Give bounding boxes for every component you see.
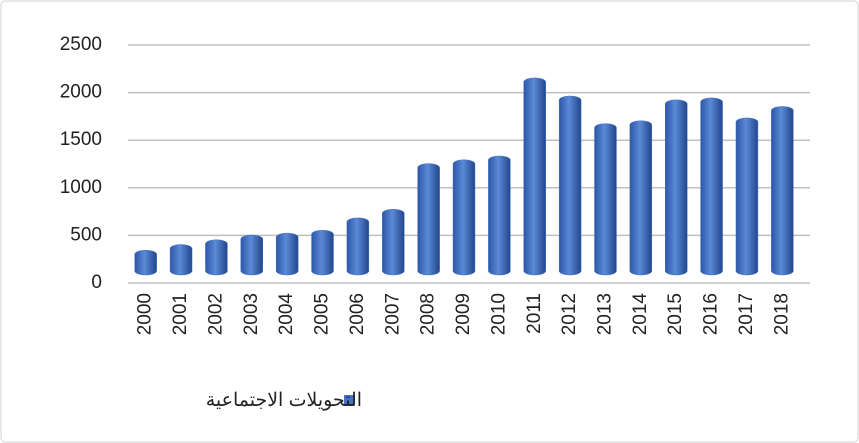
bar — [735, 117, 759, 276]
bar — [452, 159, 476, 276]
x-tick-label: 2007 — [382, 293, 403, 335]
y-tick-label: 500 — [70, 224, 102, 245]
bar — [275, 232, 299, 276]
bar — [311, 230, 334, 276]
x-tick-label: 2002 — [205, 293, 226, 335]
x-tick-label: 2012 — [559, 293, 580, 335]
bar — [664, 99, 688, 276]
x-tick-label: 2005 — [312, 293, 333, 335]
x-tick-label: 2018 — [771, 293, 792, 335]
x-tick-label: 2003 — [241, 293, 262, 335]
bar — [700, 97, 723, 276]
y-tick-label: 1000 — [60, 177, 102, 198]
bar — [523, 77, 546, 276]
x-tick-label: 2010 — [488, 293, 509, 335]
y-tick-label: 0 — [91, 272, 102, 293]
bar — [346, 217, 370, 276]
x-tick-label: 2008 — [418, 293, 439, 335]
legend-label: التحويلات الاجتماعية — [206, 390, 362, 411]
x-tick-label: 2013 — [594, 293, 615, 335]
y-tick-label: 2000 — [60, 82, 102, 103]
x-tick-label: 2015 — [665, 293, 686, 335]
x-tick-label: 2017 — [736, 293, 757, 335]
x-tick-label: 2016 — [701, 293, 722, 335]
x-tick-label: 2009 — [453, 293, 474, 335]
x-tick-label: 2006 — [347, 293, 368, 335]
x-tick-label: 2000 — [135, 293, 156, 335]
y-tick-label: 1500 — [60, 129, 102, 150]
bar — [169, 244, 193, 276]
x-tick-label: 2001 — [170, 293, 191, 335]
bar — [417, 163, 440, 276]
x-tick-label: 2004 — [276, 293, 297, 336]
bar — [488, 155, 511, 276]
bar — [558, 95, 582, 276]
bar — [205, 239, 228, 276]
legend-swatch — [344, 395, 355, 406]
y-tick-label: 2500 — [60, 34, 102, 55]
bar — [594, 123, 617, 276]
bar — [382, 209, 405, 276]
bar — [134, 249, 157, 276]
x-tick-label: 2014 — [630, 293, 651, 336]
bar — [629, 120, 653, 276]
bar — [240, 234, 264, 276]
bar — [771, 106, 794, 276]
x-tick-label: 2011 — [524, 293, 545, 334]
